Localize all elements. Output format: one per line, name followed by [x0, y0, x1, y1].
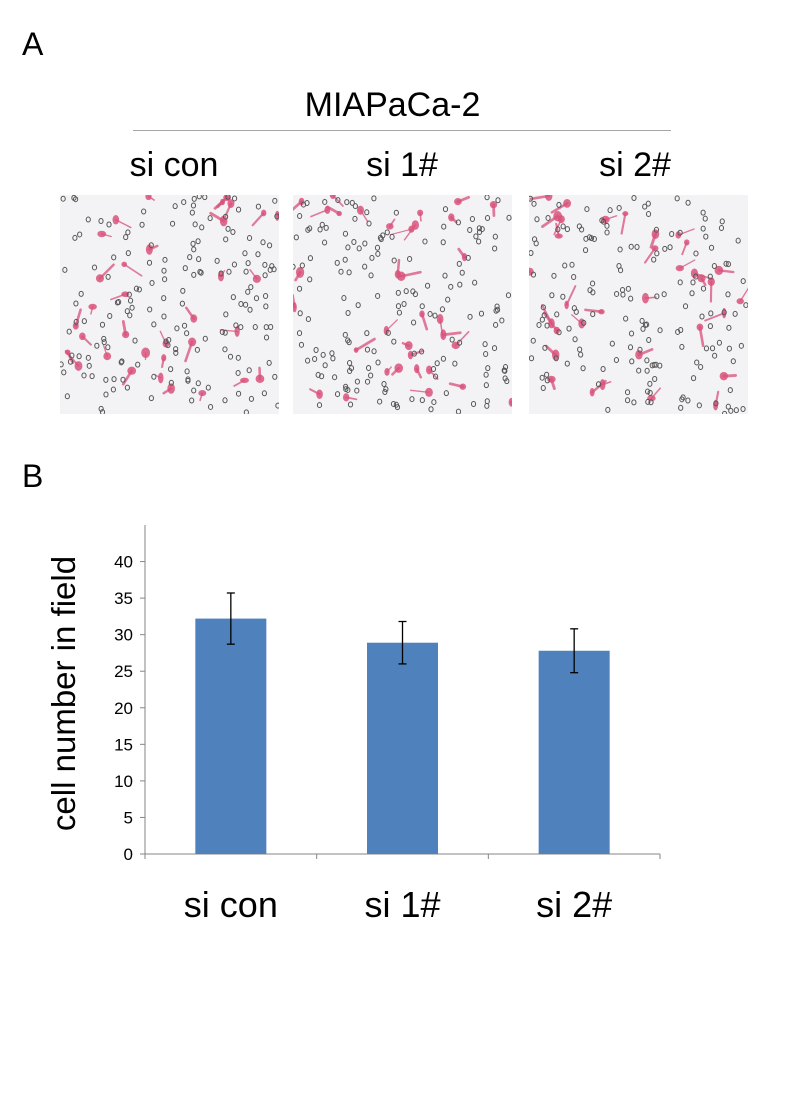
panel-a-letter: A: [22, 26, 44, 62]
y-tick-label: 40: [114, 553, 133, 572]
y-tick-label: 20: [114, 699, 133, 718]
x-category-label: si con: [184, 884, 278, 925]
condition-label-si-con: si con: [129, 146, 219, 184]
micrograph-si-2: [529, 195, 748, 414]
bar-si-con: [195, 618, 267, 854]
x-category-label: si 1#: [364, 884, 440, 925]
y-tick-label: 35: [114, 589, 133, 608]
error-bar: [398, 620, 407, 665]
x-category-label: si 2#: [536, 884, 612, 925]
y-tick-label: 5: [124, 808, 133, 827]
panel-b-letter: B: [22, 458, 44, 494]
condition-label-si-1: si 1#: [366, 146, 438, 184]
cell-line-divider: [133, 130, 671, 131]
y-axis-title: cell number in field: [45, 556, 82, 831]
y-tick-label: 25: [114, 662, 133, 681]
micrograph-si-con: [60, 195, 279, 414]
y-tick-label: 0: [124, 845, 133, 864]
micrograph-si-1: [293, 195, 512, 414]
y-tick-label: 10: [114, 772, 133, 791]
y-tick-label: 15: [114, 735, 133, 754]
bar-si-1-: [367, 642, 438, 854]
bar-si-2-: [538, 650, 610, 854]
error-bar: [570, 628, 579, 674]
cell-line-title: MIAPaCa-2: [304, 86, 481, 124]
bar-chart: 0 5 10 15 20 25 30 35 40 si con si 1# si 2# cell num…: [45, 525, 661, 925]
condition-label-si-2: si 2#: [599, 146, 671, 184]
y-tick-label: 30: [114, 626, 133, 645]
error-bar: [226, 592, 235, 645]
